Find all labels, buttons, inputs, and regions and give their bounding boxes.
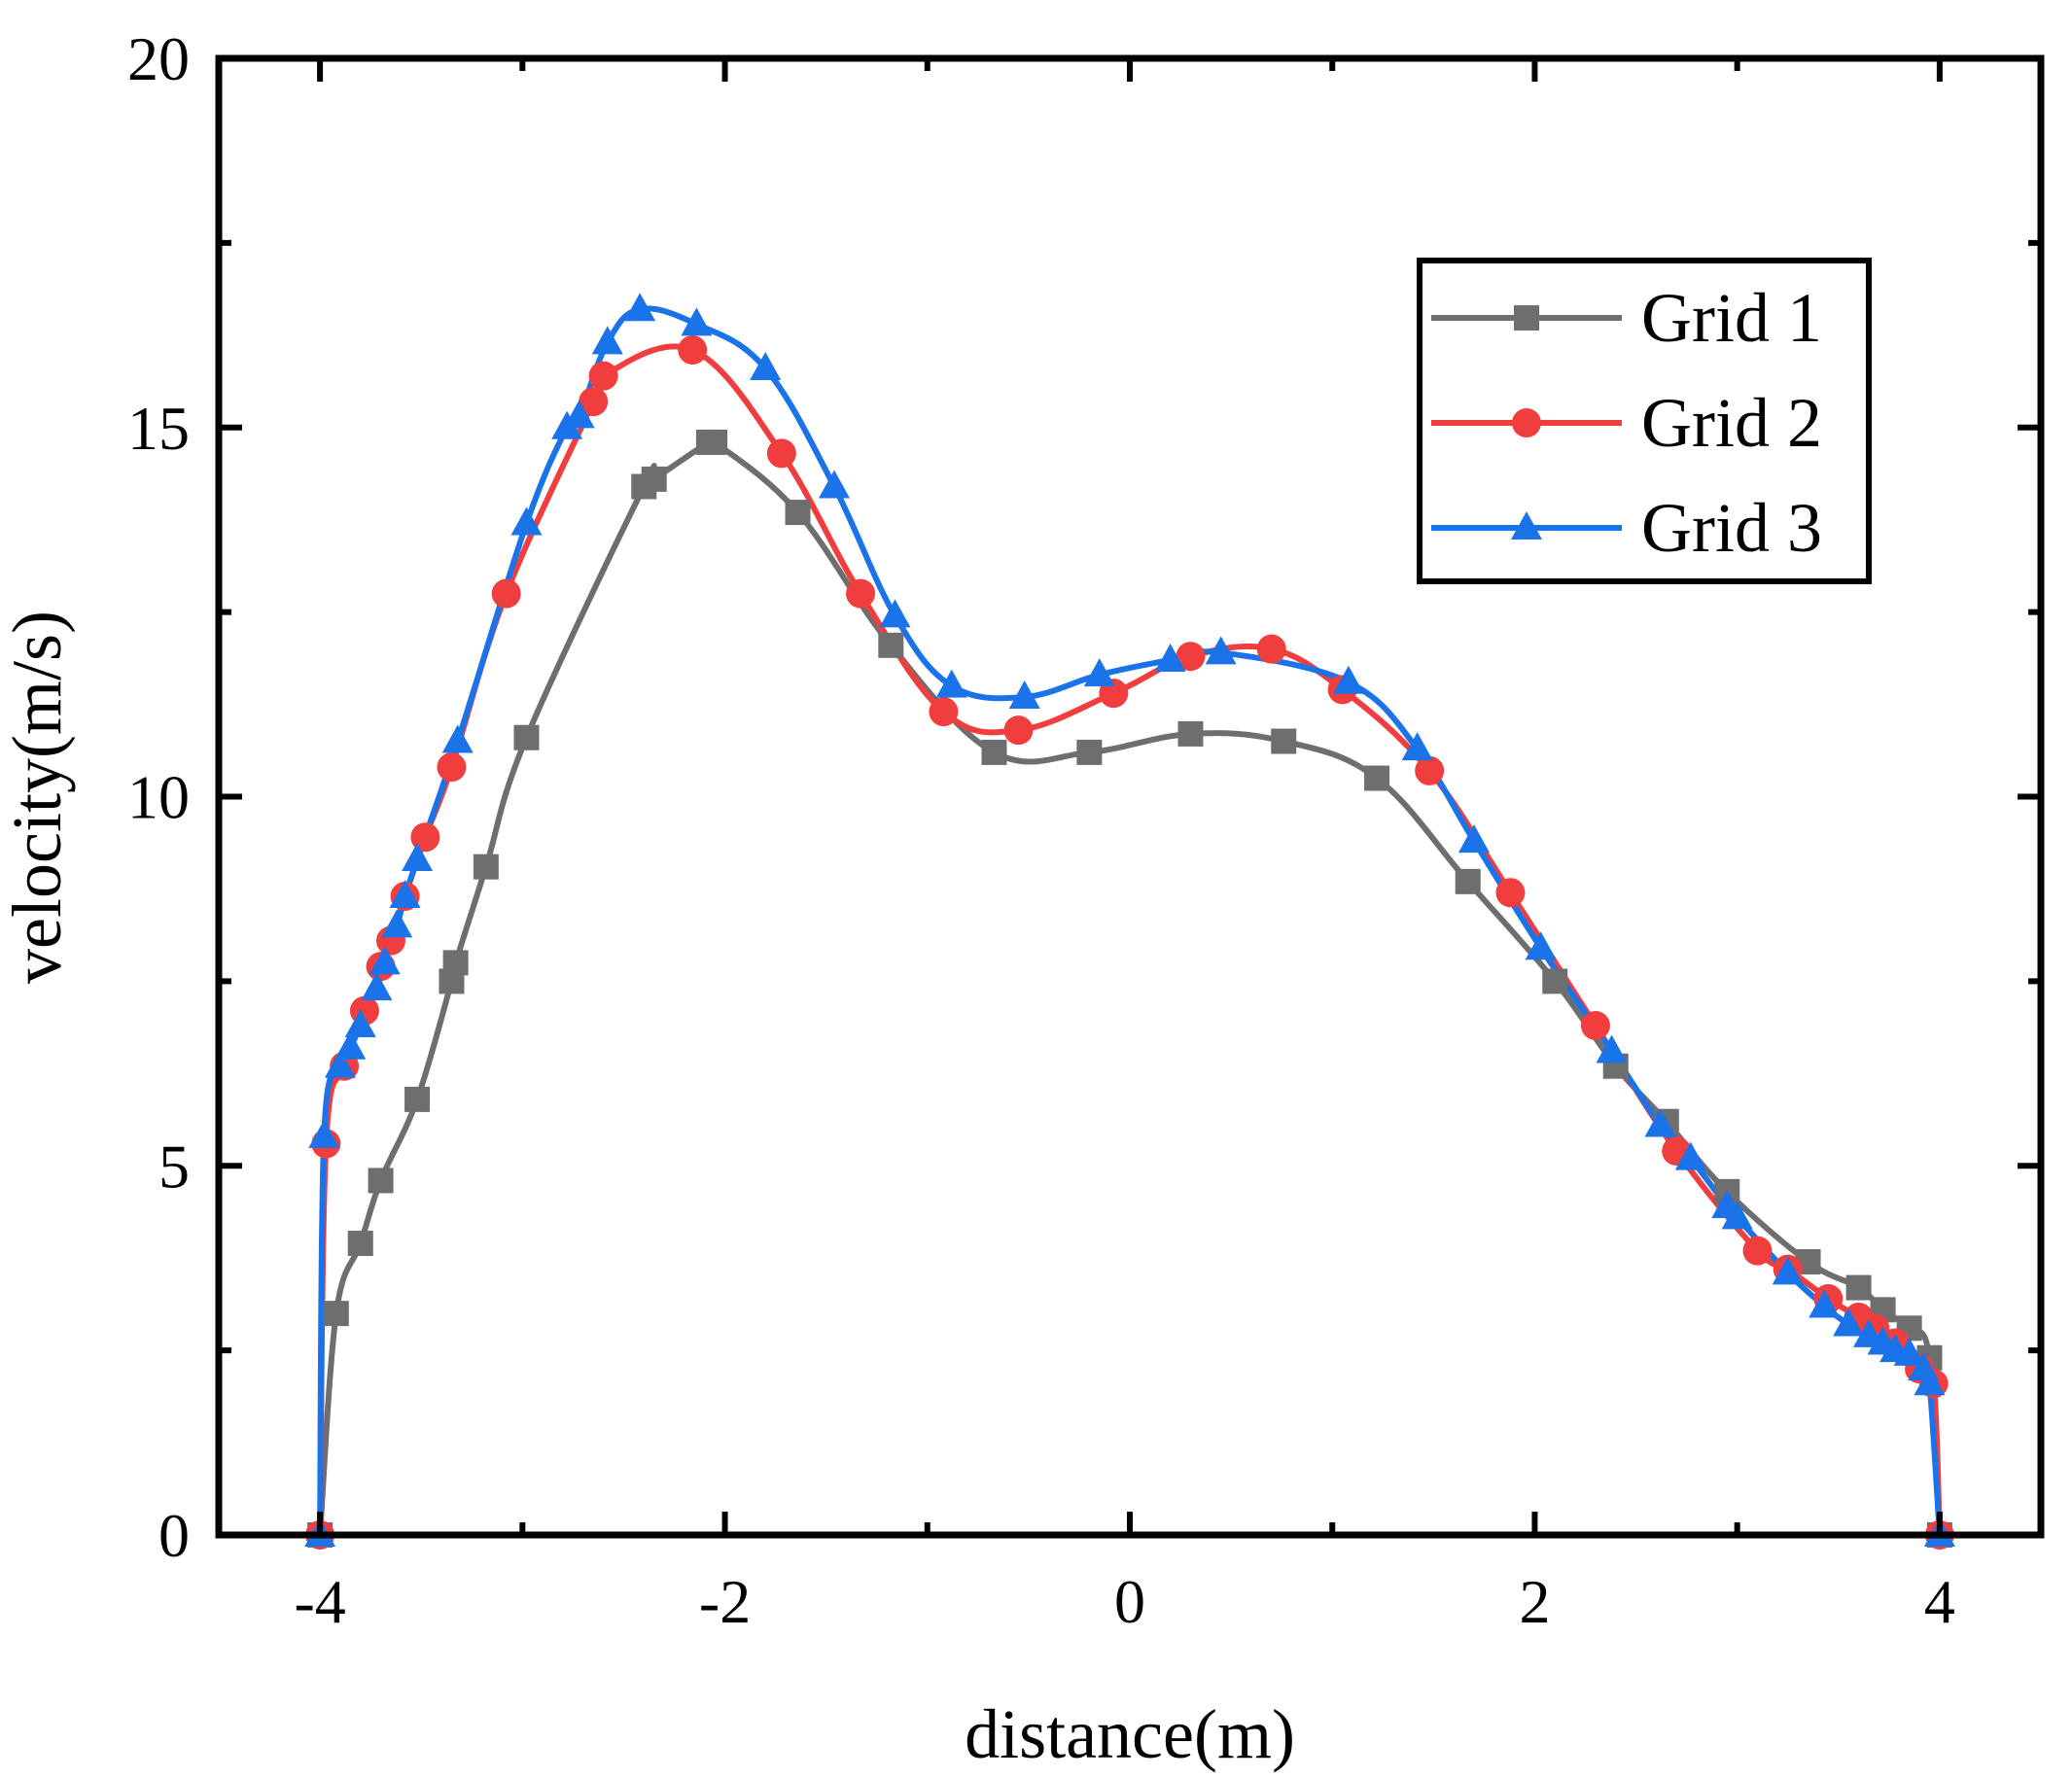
data-point-grid-3: [624, 293, 656, 322]
plot-markers: [304, 293, 1955, 1550]
legend-marker-grid-2: [1512, 408, 1541, 437]
y-tick-label: 5: [158, 1132, 190, 1201]
y-axis-title: velocity(m/s): [0, 610, 76, 984]
data-point-grid-2: [678, 335, 708, 366]
y-tick-label: 20: [127, 24, 190, 93]
legend-label-grid-2: Grid 2: [1641, 384, 1822, 462]
data-point-grid-3: [1644, 1108, 1676, 1137]
data-point-grid-2: [1580, 1010, 1610, 1040]
data-point-grid-2: [1495, 878, 1526, 908]
data-point-grid-1: [878, 632, 904, 658]
data-point-grid-1: [785, 500, 811, 526]
data-point-grid-3: [1721, 1201, 1753, 1230]
legend-marker-grid-3: [1511, 511, 1542, 540]
data-point-grid-1: [347, 1230, 373, 1256]
data-point-grid-1: [702, 429, 728, 455]
legend-item-grid-2: Grid 2: [1431, 384, 1822, 462]
data-point-grid-1: [1542, 968, 1568, 994]
y-tick-label: 15: [127, 394, 190, 463]
data-point-grid-3: [1205, 636, 1237, 665]
data-point-grid-3: [369, 946, 401, 975]
data-point-grid-3: [1833, 1307, 1865, 1337]
data-point-grid-1: [442, 950, 469, 976]
legend-item-grid-3: Grid 3: [1431, 489, 1822, 567]
data-point-grid-2: [588, 361, 618, 391]
data-point-grid-3: [935, 669, 967, 698]
data-point-grid-3: [334, 1030, 367, 1060]
tick-labels: -4 -2 0 2 4 0 5 10 15 20: [127, 24, 1955, 1636]
data-point-grid-3: [361, 971, 393, 1000]
data-point-grid-3: [1083, 658, 1115, 687]
data-point-grid-3: [389, 880, 421, 909]
data-point-grid-3: [1525, 931, 1557, 960]
legend: Grid 1 Grid 2 Grid 3: [1417, 258, 1872, 584]
data-point-grid-1: [323, 1301, 349, 1327]
data-point-grid-3: [591, 326, 623, 355]
data-point-grid-3: [1914, 1367, 1946, 1396]
data-point-grid-1: [404, 1086, 431, 1112]
x-tick-label: -4: [294, 1567, 345, 1636]
data-point-grid-3: [1809, 1289, 1841, 1318]
data-point-grid-3: [1893, 1337, 1925, 1366]
data-point-grid-1: [473, 854, 499, 880]
x-tick-label: 2: [1519, 1567, 1550, 1636]
data-point-grid-1: [641, 466, 667, 492]
data-point-grid-3: [402, 843, 434, 872]
x-tick-label: 4: [1924, 1567, 1955, 1636]
legend-label-grid-3: Grid 3: [1641, 489, 1822, 567]
x-axis-title: distance(m): [965, 1695, 1295, 1773]
data-point-grid-2: [1415, 755, 1445, 785]
y-tick-label: 0: [158, 1501, 190, 1570]
x-tick-label: 0: [1114, 1567, 1145, 1636]
data-point-grid-2: [1176, 642, 1206, 672]
data-point-grid-3: [681, 307, 713, 336]
data-point-grid-2: [929, 697, 959, 727]
data-point-grid-1: [1845, 1274, 1872, 1301]
legend-item-grid-1: Grid 1: [1431, 279, 1822, 357]
data-point-grid-3: [563, 400, 595, 429]
data-point-grid-3: [510, 506, 543, 536]
data-point-grid-3: [1154, 643, 1186, 672]
data-point-grid-3: [308, 1119, 340, 1148]
data-point-grid-2: [766, 438, 796, 469]
data-point-grid-1: [1177, 720, 1204, 747]
data-point-grid-3: [879, 599, 911, 628]
y-tick-label: 10: [127, 763, 190, 832]
data-point-grid-1: [1455, 868, 1481, 894]
data-point-grid-3: [324, 1049, 356, 1078]
data-point-grid-3: [750, 351, 782, 380]
data-point-grid-2: [1742, 1236, 1773, 1266]
data-point-grid-2: [579, 387, 609, 417]
data-point-grid-3: [344, 1008, 376, 1037]
data-point-grid-3: [381, 909, 413, 938]
data-point-grid-3: [1457, 824, 1490, 854]
legend-label-grid-1: Grid 1: [1641, 279, 1822, 357]
data-point-grid-2: [846, 578, 876, 609]
data-point-grid-3: [1008, 680, 1040, 709]
data-point-grid-2: [491, 578, 521, 609]
data-point-grid-2: [1003, 715, 1034, 746]
data-point-grid-1: [1271, 728, 1297, 754]
data-point-grid-3: [1772, 1256, 1804, 1285]
series-points-grid-3: [304, 293, 1955, 1547]
data-point-grid-2: [437, 752, 467, 783]
data-point-grid-3: [441, 724, 474, 753]
data-point-grid-3: [818, 470, 850, 499]
x-tick-label: -2: [699, 1567, 751, 1636]
legend-marker-grid-1: [1514, 305, 1539, 331]
axis-ticks: [219, 55, 2041, 1538]
data-point-grid-1: [981, 739, 1007, 765]
data-point-grid-3: [1674, 1141, 1706, 1170]
data-point-grid-1: [368, 1168, 394, 1194]
data-point-grid-2: [1256, 634, 1286, 664]
data-point-grid-3: [1332, 665, 1364, 694]
data-point-grid-1: [1076, 739, 1103, 765]
data-point-grid-1: [513, 724, 540, 750]
data-point-grid-3: [1401, 732, 1433, 761]
data-point-grid-3: [1596, 1034, 1628, 1063]
data-point-grid-1: [1364, 765, 1390, 791]
